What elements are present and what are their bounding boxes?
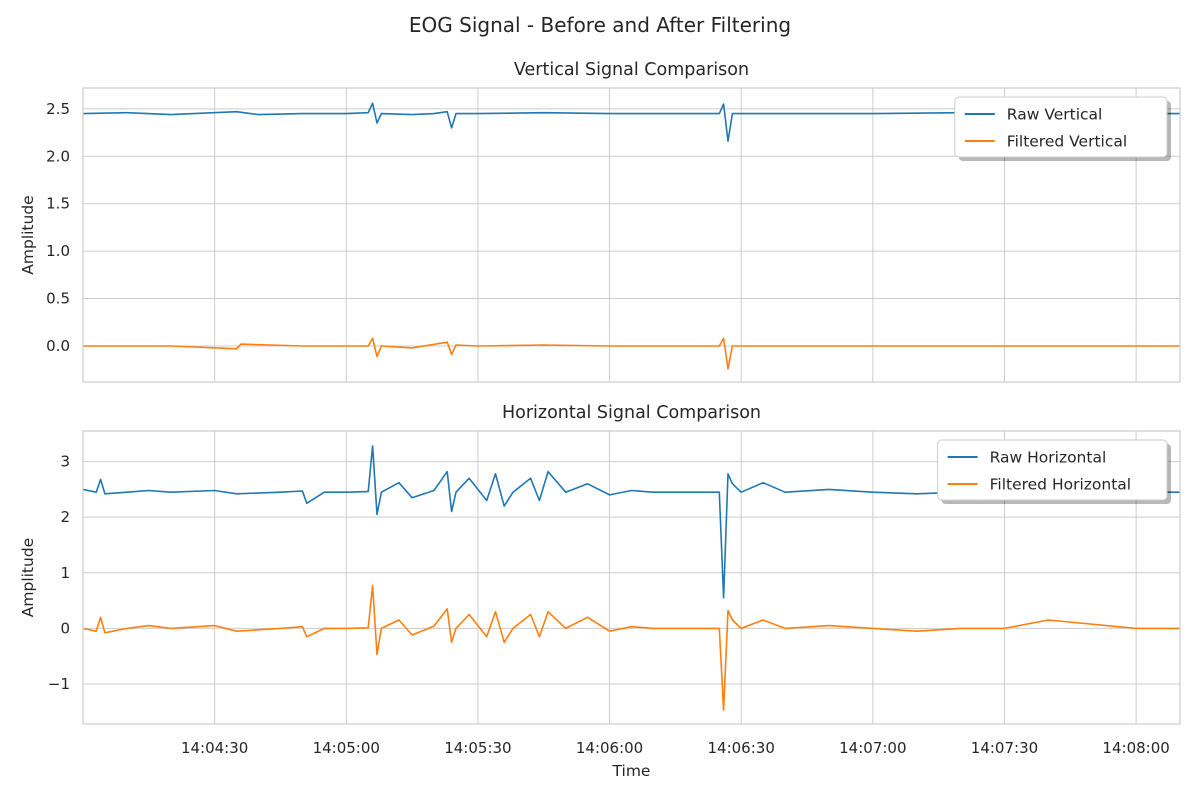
y-tick-label: 3 xyxy=(60,453,70,471)
legend-label: Raw Vertical xyxy=(1007,106,1103,124)
y-axis-label: Amplitude xyxy=(19,538,37,617)
x-tick-label: 14:06:30 xyxy=(708,739,775,757)
series-line-raw xyxy=(82,102,1180,142)
figure-title: EOG Signal - Before and After Filtering xyxy=(409,13,791,37)
y-tick-label: 1.5 xyxy=(46,195,70,213)
axes-frame xyxy=(82,430,1181,725)
axes-frame xyxy=(82,87,1181,383)
y-tick-label: 2 xyxy=(60,508,70,526)
legend: Raw Vertical Filtered Vertical xyxy=(954,96,1171,161)
legend-label: Filtered Horizontal xyxy=(990,476,1132,494)
x-tick-label: 14:05:00 xyxy=(313,739,380,757)
x-tick-label: 14:04:30 xyxy=(181,739,248,757)
x-axis-label: Time xyxy=(612,762,651,780)
y-tick-label: 1 xyxy=(60,564,70,582)
subplot-title: Vertical Signal Comparison xyxy=(514,60,749,80)
x-tick-label: 14:05:30 xyxy=(444,739,511,757)
y-tick-label: 1.0 xyxy=(46,242,70,260)
series-line-filtered xyxy=(83,337,1180,370)
legend-label: Raw Horizontal xyxy=(990,449,1107,467)
series-line-raw xyxy=(82,445,1180,599)
panel-vertical: 0.0 0.5 1.0 1.5 2.0 2.5 Vertical Signal Compar… xyxy=(19,60,1181,383)
legend: Raw Horizontal Filtered Horizontal xyxy=(937,439,1171,504)
y-tick-label: 2.0 xyxy=(46,147,70,165)
x-tick-label: 14:07:00 xyxy=(839,739,906,757)
legend-box xyxy=(937,439,1168,501)
x-tick-label: 14:06:00 xyxy=(576,739,643,757)
y-axis-label: Amplitude xyxy=(19,195,37,274)
series-line-filtered xyxy=(82,584,1180,711)
x-tick-label: 14:08:00 xyxy=(1102,739,1169,757)
chart-panels: 0.0 0.5 1.0 1.5 2.0 2.5 Vertical Signal Compar… xyxy=(19,60,1181,780)
legend-label: Filtered Vertical xyxy=(1007,133,1127,151)
subplot-title: Horizontal Signal Comparison xyxy=(502,403,761,423)
legend-box xyxy=(954,96,1168,158)
y-tick-label: 0.5 xyxy=(46,290,70,308)
y-tick-label: 0 xyxy=(60,619,70,637)
x-tick-label: 14:07:30 xyxy=(971,739,1038,757)
panel-horizontal: −1 0 1 2 3 14:04:30 14:05:00 14:05:30 14:06:00 14… xyxy=(19,403,1181,780)
y-tick-label: 0.0 xyxy=(46,337,70,355)
y-tick-label: 2.5 xyxy=(46,100,70,118)
y-tick-label: −1 xyxy=(48,675,70,693)
